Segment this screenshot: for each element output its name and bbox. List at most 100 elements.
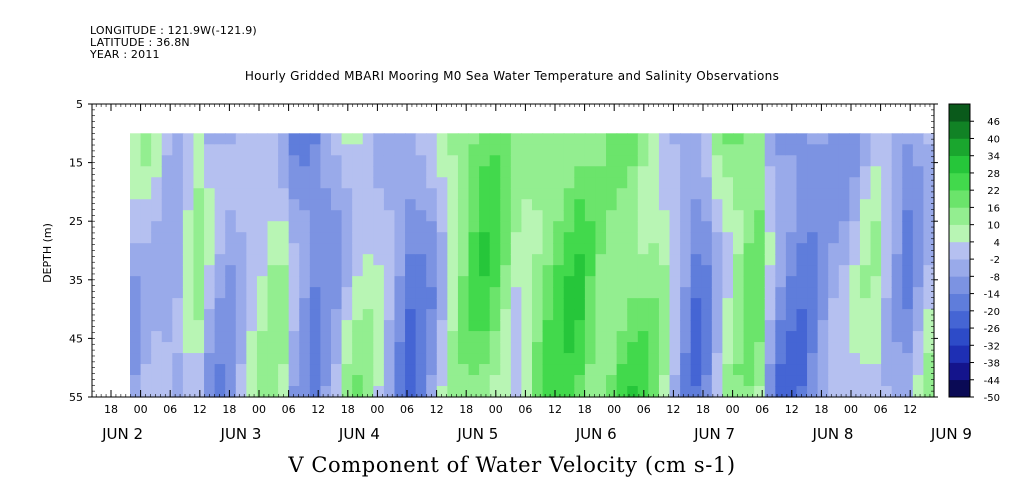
- heatmap-cell: [267, 309, 279, 321]
- heatmap-cell: [352, 210, 364, 222]
- heatmap-cell: [225, 188, 237, 200]
- heatmap-cell: [457, 320, 470, 332]
- heatmap-cell: [140, 221, 152, 233]
- heatmap-cell: [468, 353, 480, 365]
- heatmap-cell: [394, 375, 406, 387]
- heatmap-cell: [447, 221, 459, 233]
- heatmap-cell: [235, 232, 247, 244]
- heatmap-cell: [733, 386, 745, 398]
- heatmap-cell: [807, 386, 819, 398]
- heatmap-cell: [828, 276, 840, 288]
- heatmap-cell: [859, 254, 872, 266]
- heatmap-cell: [320, 342, 332, 354]
- heatmap-cell: [405, 177, 417, 189]
- heatmap-cell: [341, 364, 353, 376]
- colorbar-label: -8: [990, 272, 1000, 283]
- heatmap-cell: [870, 188, 882, 200]
- heatmap-cell: [743, 331, 755, 343]
- heatmap-cell: [859, 276, 872, 288]
- heatmap-cell: [394, 199, 406, 211]
- heatmap-cell: [151, 353, 163, 365]
- heatmap-cell: [637, 144, 649, 156]
- heatmap-cell: [881, 188, 893, 200]
- heatmap-field: [130, 133, 935, 398]
- heatmap-cell: [161, 320, 173, 332]
- heatmap-cell: [521, 331, 533, 343]
- heatmap-cell: [775, 199, 787, 211]
- heatmap-cell: [563, 243, 575, 255]
- heatmap-cell: [320, 144, 332, 156]
- colorbar-label: 4: [994, 238, 1000, 249]
- heatmap-cell: [447, 243, 459, 255]
- heatmap-cell: [616, 155, 628, 167]
- heatmap-cell: [627, 386, 639, 398]
- heatmap-cell: [574, 133, 586, 145]
- heatmap-cell: [722, 199, 734, 211]
- heatmap-cell: [214, 276, 226, 288]
- heatmap-cell: [859, 155, 872, 167]
- heatmap-cell: [680, 364, 692, 376]
- heatmap-cell: [510, 276, 523, 288]
- heatmap-cell: [627, 144, 639, 156]
- heatmap-cell: [130, 188, 142, 200]
- heatmap-cell: [754, 386, 766, 398]
- heatmap-cell: [923, 298, 935, 310]
- heatmap-cell: [500, 221, 512, 233]
- heatmap-cell: [912, 199, 925, 211]
- heatmap-cell: [881, 243, 893, 255]
- heatmap-cell: [204, 254, 216, 266]
- x-tick-label: 00: [607, 403, 621, 416]
- heatmap-cell: [331, 265, 343, 277]
- heatmap-cell: [627, 342, 639, 354]
- heatmap-cell: [584, 144, 597, 156]
- heatmap-cell: [711, 276, 724, 288]
- heatmap-cell: [532, 155, 544, 167]
- heatmap-cell: [362, 375, 374, 387]
- heatmap-cell: [648, 177, 660, 189]
- heatmap-cell: [542, 276, 554, 288]
- heatmap-cell: [214, 320, 226, 332]
- heatmap-cell: [405, 144, 417, 156]
- heatmap-cell: [457, 309, 470, 321]
- heatmap-cell: [288, 144, 300, 156]
- heatmap-cell: [870, 331, 882, 343]
- heatmap-cell: [785, 199, 798, 211]
- heatmap-cell: [140, 155, 152, 167]
- heatmap-cell: [521, 166, 533, 178]
- heatmap-cell: [828, 166, 840, 178]
- x-day-label: JUN 2: [101, 425, 143, 443]
- heatmap-cell: [553, 232, 565, 244]
- heatmap-cell: [532, 188, 544, 200]
- heatmap-cell: [309, 188, 322, 200]
- heatmap-cell: [521, 144, 533, 156]
- heatmap-cell: [510, 166, 523, 178]
- heatmap-cell: [775, 298, 787, 310]
- heatmap-cell: [426, 177, 438, 189]
- heatmap-cell: [828, 232, 840, 244]
- heatmap-cell: [383, 353, 396, 365]
- heatmap-cell: [193, 331, 205, 343]
- heatmap-cell: [637, 177, 649, 189]
- heatmap-cell: [859, 375, 872, 387]
- colorbar-label: -2: [990, 255, 1000, 266]
- heatmap-cell: [754, 144, 766, 156]
- heatmap-cell: [807, 221, 819, 233]
- heatmap-cell: [754, 320, 766, 332]
- heatmap-cell: [288, 166, 300, 178]
- heatmap-cell: [426, 386, 438, 398]
- heatmap-cell: [225, 331, 237, 343]
- heatmap-cell: [912, 265, 925, 277]
- heatmap-cell: [828, 265, 840, 277]
- heatmap-cell: [479, 254, 491, 266]
- heatmap-cell: [341, 166, 353, 178]
- heatmap-cell: [246, 221, 258, 233]
- heatmap-cell: [151, 199, 163, 211]
- heatmap-cell: [849, 155, 861, 167]
- heatmap-cell: [701, 166, 713, 178]
- heatmap-cell: [542, 133, 554, 145]
- heatmap-cell: [320, 276, 332, 288]
- heatmap-cell: [500, 144, 512, 156]
- heatmap-cell: [214, 166, 226, 178]
- heatmap-cell: [405, 375, 417, 387]
- heatmap-cell: [775, 276, 787, 288]
